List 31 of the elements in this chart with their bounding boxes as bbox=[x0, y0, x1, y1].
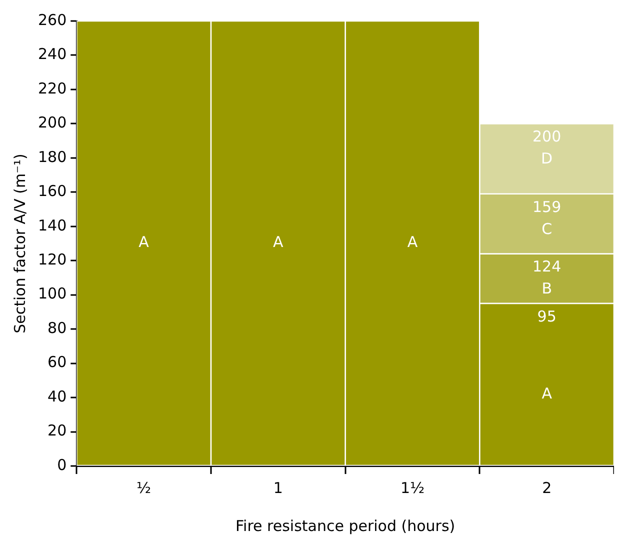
x-tick-label: 1½ bbox=[400, 478, 425, 497]
y-tick-label: 60 bbox=[48, 353, 67, 372]
y-tick-label: 140 bbox=[38, 216, 67, 234]
y-tick-label: 200 bbox=[38, 114, 67, 132]
annotation: 95 bbox=[537, 307, 556, 326]
y-axis-title: Section factor A/V (m⁻¹) bbox=[10, 154, 29, 334]
x-axis-title: Fire resistance period (hours) bbox=[235, 516, 456, 535]
y-tick-label: 120 bbox=[38, 250, 67, 269]
y-tick-label: 260 bbox=[38, 10, 67, 29]
y-tick-label: 240 bbox=[38, 45, 67, 64]
y-tick-label: 100 bbox=[38, 284, 67, 303]
y-tick-label: 220 bbox=[38, 79, 67, 98]
text: A bbox=[407, 233, 418, 252]
text: A bbox=[542, 384, 552, 402]
y-tick-label: 180 bbox=[38, 148, 67, 166]
annotation: 124 bbox=[532, 258, 562, 276]
annotation: 159 bbox=[532, 198, 562, 216]
y-tick-label: 80 bbox=[48, 318, 67, 337]
y-tick-label: 40 bbox=[48, 387, 67, 406]
y-tick-label: 20 bbox=[48, 422, 67, 440]
series-label: C bbox=[542, 220, 552, 238]
series-label: B bbox=[542, 280, 552, 298]
series-label: D bbox=[541, 150, 553, 168]
x-tick-label: 1 bbox=[273, 478, 283, 497]
series-label: A bbox=[273, 233, 284, 252]
x-tick-label: ½ bbox=[136, 478, 152, 497]
text: A bbox=[138, 233, 149, 252]
y-tick-label: 0 bbox=[57, 456, 67, 474]
annotation: 200 bbox=[532, 128, 562, 146]
y-tick-label: 160 bbox=[38, 182, 67, 200]
x-tick-label: 2 bbox=[542, 478, 552, 497]
